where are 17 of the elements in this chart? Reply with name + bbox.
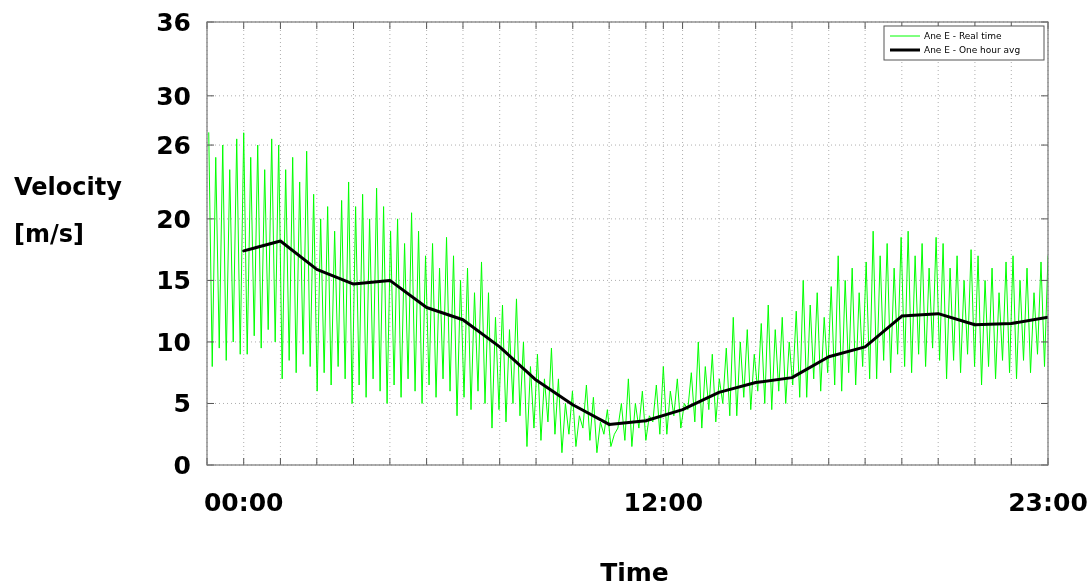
y-tick-label: 0 xyxy=(173,450,191,480)
x-axis-title: Time xyxy=(600,558,669,587)
x-tick-label: 12:00 xyxy=(623,488,704,517)
y-tick-label: 20 xyxy=(156,204,191,234)
line-series xyxy=(208,132,1048,454)
x-tick-label: 23:00 xyxy=(1008,488,1088,517)
y-tick-label: 26 xyxy=(156,130,191,160)
line-series xyxy=(242,239,1048,426)
y-tick-label: 30 xyxy=(156,81,191,111)
legend-label: Ane E - Real time xyxy=(924,31,1002,42)
x-tick-label: 00:00 xyxy=(203,488,284,517)
y-tick-label: 15 xyxy=(156,266,191,296)
y-tick-label: 5 xyxy=(173,389,191,419)
y-tick-label: 10 xyxy=(156,327,191,357)
y-tick-label: 36 xyxy=(156,7,191,37)
y-axis-title: Velocity [m/s] xyxy=(14,173,123,248)
legend-label: Ane E - One hour avg xyxy=(924,45,1021,56)
